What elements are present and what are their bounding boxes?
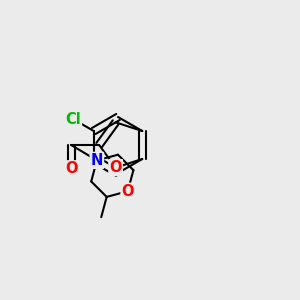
Text: Cl: Cl [65,112,81,127]
Text: N: N [91,153,103,168]
Text: O: O [110,160,122,175]
Text: O: O [65,161,77,176]
Text: O: O [122,184,134,199]
